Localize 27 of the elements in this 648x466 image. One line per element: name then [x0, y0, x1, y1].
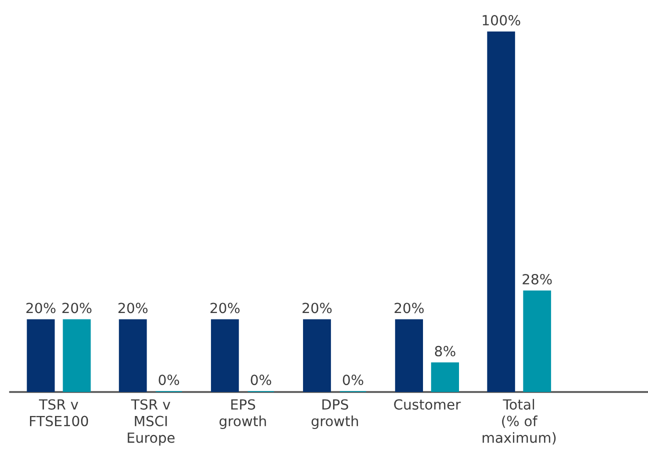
bar: [303, 319, 331, 392]
data-label: 20%: [302, 302, 332, 314]
bar: [487, 32, 516, 392]
bar: [210, 319, 239, 392]
x-tick-label: Total (% of maximum): [482, 398, 556, 445]
data-label: 20%: [26, 302, 56, 314]
x-tick-label: DPS growth: [312, 399, 358, 429]
x-tick-label: TSR v MSCI Europe: [128, 399, 175, 446]
data-label: 28%: [522, 274, 552, 284]
data-label: 0%: [342, 374, 364, 386]
bar: [118, 319, 147, 392]
x-tick-label: Customer: [394, 399, 461, 410]
data-label: 8%: [434, 346, 456, 356]
x-tick-label: TSR v FTSE100: [30, 399, 88, 426]
x-tick-label: EPS growth: [220, 399, 266, 429]
bar: [62, 319, 91, 392]
bar: [26, 319, 55, 392]
bar: [523, 290, 552, 392]
data-label: 20%: [62, 302, 92, 314]
data-label: 0%: [250, 374, 272, 386]
bar: [431, 362, 459, 392]
data-label: 20%: [210, 302, 240, 314]
data-label: 100%: [482, 15, 520, 26]
bar: [395, 319, 424, 392]
data-label: 0%: [158, 374, 180, 386]
data-label: 20%: [118, 302, 148, 314]
data-label: 20%: [394, 302, 424, 314]
